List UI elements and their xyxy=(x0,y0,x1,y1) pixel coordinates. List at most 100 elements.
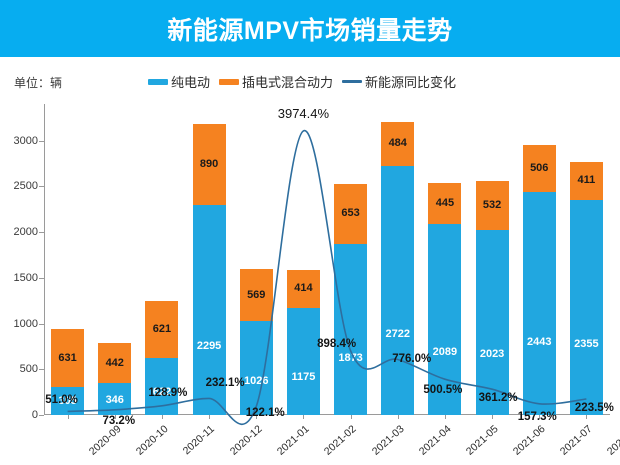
bar-segment-phev[interactable]: 445 xyxy=(428,183,462,224)
legend-item-2[interactable]: 插电式混合动力 xyxy=(219,72,342,91)
y-axis-tick-label: 0 xyxy=(31,409,38,421)
y-axis-tick-mark xyxy=(39,140,44,142)
bar-segment-phev[interactable]: 890 xyxy=(192,123,226,206)
legend-swatch-icon xyxy=(219,78,240,85)
line-value-label: 223.5% xyxy=(574,402,614,415)
line-value-label: 122.1% xyxy=(245,407,285,420)
y-axis-tick-mark xyxy=(39,186,44,188)
y-axis-tick-label: 2000 xyxy=(13,226,38,239)
x-axis-line xyxy=(44,414,610,415)
bar-segment-phev[interactable]: 569 xyxy=(239,269,273,322)
bar-value-label-ev: 2089 xyxy=(432,345,458,358)
x-axis-tick-mark xyxy=(256,415,258,419)
x-axis-tick-label: 2021-07 xyxy=(558,423,595,458)
legend-item-3[interactable]: 新能源同比变化 xyxy=(342,72,465,91)
bar-value-label-phev: 411 xyxy=(577,174,596,187)
x-axis-tick-mark xyxy=(397,415,399,419)
y-axis-tick-mark xyxy=(39,277,44,279)
bar-value-label-phev: 484 xyxy=(388,137,407,150)
bar-value-label-ev: 1873 xyxy=(338,351,363,364)
line-value-label: 898.4% xyxy=(317,337,357,350)
x-axis-tick-label: 2021-05 xyxy=(463,423,501,458)
bar-group[interactable]: 1175 414 xyxy=(286,269,320,415)
page-title: 新能源MPV市场销量走势 xyxy=(167,16,453,45)
line-value-label: 776.0% xyxy=(392,352,432,365)
bar-segment-phev[interactable]: 631 xyxy=(51,329,85,388)
x-axis-tick-label: 2021-06 xyxy=(510,423,548,458)
y-axis-tick-mark xyxy=(39,232,44,234)
bar-value-label-phev: 569 xyxy=(247,288,266,301)
trend-line-path xyxy=(67,130,587,425)
x-axis-tick-mark xyxy=(350,415,352,419)
x-axis-tick-label: 2021-03 xyxy=(369,423,407,458)
bar-segment-ev[interactable]: 2722 xyxy=(381,166,415,415)
y-axis-tick-label: 500 xyxy=(19,363,38,376)
bar-group[interactable]: 622 621 xyxy=(145,301,179,415)
bar-segment-ev[interactable]: 1175 xyxy=(286,307,320,415)
bar-group[interactable]: 2722 484 xyxy=(381,121,415,415)
bar-segment-phev[interactable]: 414 xyxy=(286,269,320,308)
bar-group[interactable]: 2295 890 xyxy=(192,123,226,415)
x-axis-tick-mark xyxy=(303,415,305,419)
plot-area: 305 631 346 442 622 621 2295 890 1026 569 1175 414 1… xyxy=(14,104,620,458)
bar-segment-ev[interactable]: 2023 xyxy=(475,229,509,415)
line-value-label: 361.2% xyxy=(478,392,518,405)
bar-segment-ev[interactable]: 2355 xyxy=(569,199,603,415)
x-axis-tick-mark xyxy=(161,415,163,419)
y-axis-tick-label: 1500 xyxy=(13,271,38,284)
y-axis-tick-mark xyxy=(39,323,44,325)
x-axis-tick-mark xyxy=(444,415,446,419)
x-axis-tick-label: 2021-01 xyxy=(275,423,312,458)
line-value-label: 3974.4% xyxy=(277,105,330,121)
bar-segment-phev[interactable]: 621 xyxy=(145,301,179,359)
bar-value-label-ev: 1175 xyxy=(291,370,316,383)
legend-label: 新能源同比变化 xyxy=(365,75,457,90)
bar-value-label-ev: 622 xyxy=(152,385,172,398)
legend-item-1[interactable]: 纯电动 xyxy=(148,72,219,91)
legend-swatch-icon xyxy=(148,78,168,85)
x-axis-tick-mark xyxy=(67,415,69,419)
bar-segment-phev[interactable]: 653 xyxy=(334,183,368,244)
x-axis-tick-label: 2021-04 xyxy=(416,423,454,458)
bar-segment-ev[interactable]: 2443 xyxy=(522,191,556,415)
bar-group[interactable]: 2443 506 xyxy=(522,145,556,415)
x-axis-tick-label: 2020-09 xyxy=(86,423,124,458)
bar-segment-phev[interactable]: 484 xyxy=(381,121,415,167)
trend-line-layer xyxy=(67,130,587,425)
chart-legend: 纯电动 插电式混合动力 新能源同比变化 xyxy=(148,72,465,91)
y-axis-line xyxy=(44,104,45,415)
bar-value-label-ev: 2443 xyxy=(527,335,552,348)
bar-value-label-ev: 2023 xyxy=(479,347,505,360)
bar-segment-ev[interactable]: 1873 xyxy=(334,243,368,415)
bar-segment-phev[interactable]: 411 xyxy=(569,162,603,200)
bar-segment-ev[interactable]: 1026 xyxy=(239,321,273,415)
y-axis-tick-label: 2500 xyxy=(13,180,38,193)
bar-value-label-phev: 445 xyxy=(435,197,455,210)
bar-group[interactable]: 1026 569 xyxy=(239,269,273,415)
bar-segment-phev[interactable]: 506 xyxy=(522,145,556,192)
line-value-label: 73.2% xyxy=(102,414,136,427)
bar-group[interactable]: 2023 532 xyxy=(475,181,509,415)
x-axis-tick-label: 2021-08 xyxy=(605,423,620,458)
bar-segment-ev[interactable]: 2089 xyxy=(428,223,462,415)
chart-header-banner: 新能源MPV市场销量走势 xyxy=(0,0,620,57)
bar-value-label-ev: 346 xyxy=(105,393,124,406)
bar-value-label-ev: 2722 xyxy=(385,328,410,341)
bar-group[interactable]: 2089 445 xyxy=(428,183,462,415)
bar-group[interactable]: 305 631 xyxy=(51,329,85,415)
bar-segment-phev[interactable]: 442 xyxy=(98,342,132,384)
bar-group[interactable]: 1873 653 xyxy=(334,183,368,415)
x-axis-tick-label: 2021-02 xyxy=(322,423,359,458)
x-axis-tick-mark xyxy=(539,415,541,419)
x-axis-tick-mark xyxy=(209,415,211,419)
unit-label: 单位：辆 xyxy=(14,76,63,90)
y-axis-tick-mark xyxy=(39,369,44,371)
bar-group[interactable]: 2355 411 xyxy=(569,162,603,415)
bar-value-label-ev: 305 xyxy=(58,394,77,407)
bar-segment-ev[interactable]: 2295 xyxy=(192,205,226,415)
bar-segment-phev[interactable]: 532 xyxy=(475,181,509,230)
line-value-label: 51.0% xyxy=(45,394,78,407)
y-axis-tick-label: 3000 xyxy=(13,134,38,147)
line-value-label: 128.9% xyxy=(148,386,188,399)
